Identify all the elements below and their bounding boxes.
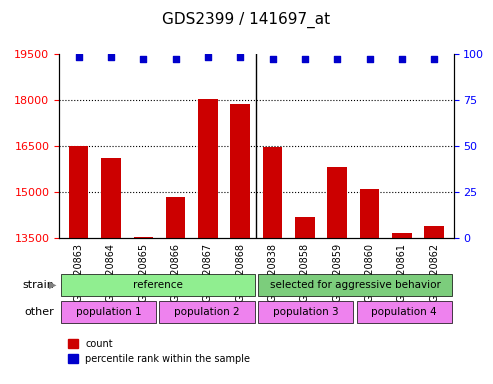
FancyBboxPatch shape [61, 301, 156, 323]
Text: strain: strain [22, 280, 54, 290]
Point [430, 56, 438, 62]
Bar [101, 158, 121, 384]
FancyBboxPatch shape [258, 301, 353, 323]
Bar [392, 233, 412, 384]
Bar [360, 189, 379, 384]
Text: ▶: ▶ [49, 280, 57, 290]
Point [398, 56, 406, 62]
Text: selected for aggressive behavior: selected for aggressive behavior [270, 280, 440, 290]
Point [204, 55, 212, 61]
Bar [424, 226, 444, 384]
Text: population 2: population 2 [174, 307, 240, 317]
Text: reference: reference [133, 280, 183, 290]
Bar [231, 104, 250, 384]
Text: population 4: population 4 [371, 307, 437, 317]
Point [74, 55, 82, 61]
Point [139, 56, 147, 62]
FancyBboxPatch shape [159, 301, 255, 323]
FancyBboxPatch shape [258, 274, 452, 296]
Bar [263, 147, 282, 384]
Point [333, 56, 341, 62]
Point [366, 56, 374, 62]
Text: GDS2399 / 141697_at: GDS2399 / 141697_at [162, 12, 331, 28]
FancyBboxPatch shape [356, 301, 452, 323]
Bar [198, 99, 217, 384]
Legend: count, percentile rank within the sample: count, percentile rank within the sample [64, 335, 254, 367]
Text: population 1: population 1 [75, 307, 141, 317]
FancyBboxPatch shape [61, 274, 255, 296]
Text: population 3: population 3 [273, 307, 339, 317]
Bar [295, 217, 315, 384]
Point [236, 55, 244, 61]
Point [107, 55, 115, 61]
Point [301, 56, 309, 62]
Point [269, 56, 277, 62]
Bar [327, 167, 347, 384]
Bar [134, 237, 153, 384]
Bar [69, 146, 88, 384]
Point [172, 56, 179, 62]
Bar [166, 197, 185, 384]
Text: other: other [25, 307, 54, 317]
